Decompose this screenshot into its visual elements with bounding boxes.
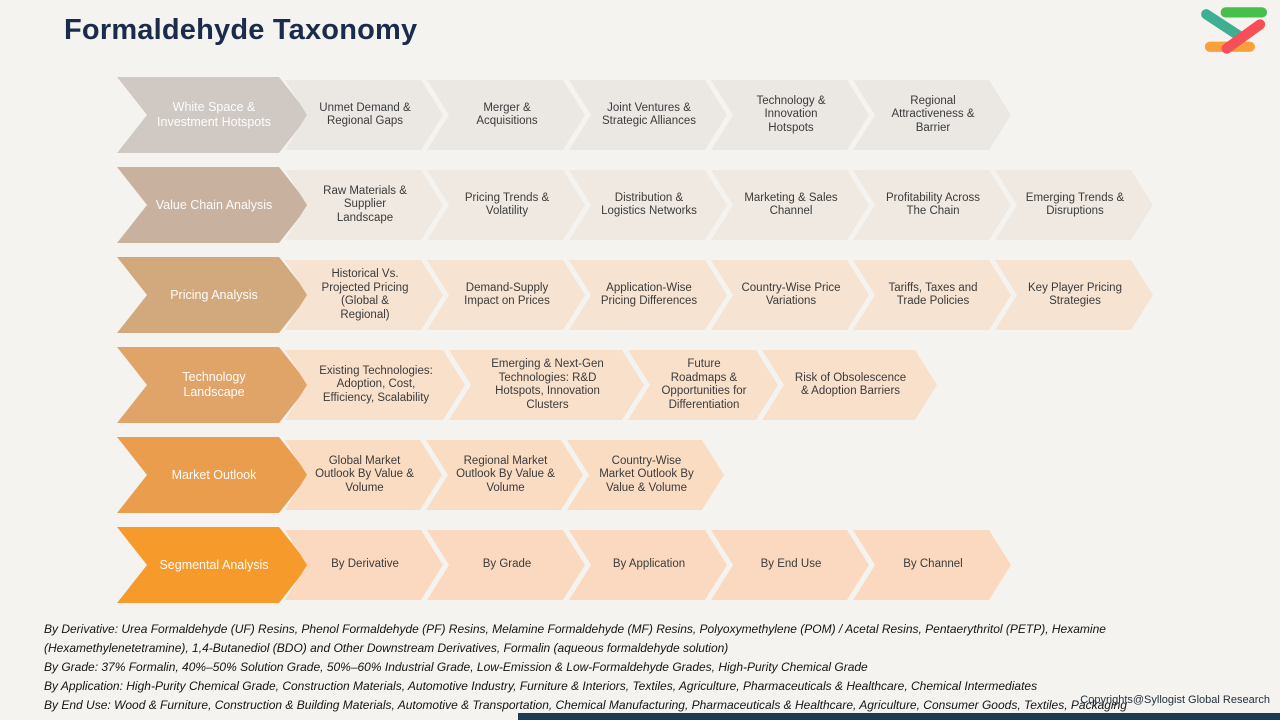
chevron-item-label: Existing Technologies: Adoption, Cost, E… <box>319 364 433 404</box>
row-header-market-outlook: Market Outlook <box>117 437 309 513</box>
row-header-white-space: White Space & Investment Hotspots <box>117 77 309 153</box>
chevron-item-label: Tariffs, Taxes and Trade Policies <box>888 281 978 307</box>
row-header-label: Pricing Analysis <box>170 287 258 302</box>
chevron-item-label: Unmet Demand & Regional Gaps <box>319 101 411 127</box>
chevron-item-label: Profitability Across The Chain <box>886 191 980 217</box>
chevron-item-label: Distribution & Logistics Networks <box>601 191 697 217</box>
chevron-item: Joint Ventures & Strategic Alliances <box>569 80 727 150</box>
footnote-by-grade: By Grade: 37% Formalin, 40%–50% Solution… <box>44 660 868 674</box>
chevron-item-label: By End Use <box>760 558 822 571</box>
segment-footnotes: By Derivative: Urea Formaldehyde (UF) Re… <box>44 620 1144 715</box>
chevron-item: Unmet Demand & Regional Gaps <box>285 80 443 150</box>
row-header-label: Technology Landscape <box>182 370 246 399</box>
chevron-item-label: By Channel <box>903 558 963 571</box>
chevron-item-label: By Grade <box>482 558 532 571</box>
row-header-pricing-analysis: Pricing Analysis <box>117 257 309 333</box>
chevron-item: By Application <box>569 530 727 600</box>
chevron-item-label: Risk of Obsolescence & Adoption Barriers <box>794 371 907 397</box>
chevron-item-label: Raw Materials & Supplier Landscape <box>323 184 407 224</box>
chevron-item-label: Historical Vs. Projected Pricing (Global… <box>321 268 409 321</box>
chevron-item: By Grade <box>427 530 585 600</box>
footnote-by-application: By Application: High-Purity Chemical Gra… <box>44 679 1038 693</box>
chevron-item: Technology & Innovation Hotspots <box>711 80 869 150</box>
chevron-item-label: By Application <box>612 558 686 571</box>
chevron-item: Future Roadmaps & Opportunities for Diff… <box>628 350 778 420</box>
chevron-item: Tariffs, Taxes and Trade Policies <box>853 260 1011 330</box>
chevron-item: Demand-Supply Impact on Prices <box>427 260 585 330</box>
bottom-accent-bar <box>518 713 1280 720</box>
row-header-label: Market Outlook <box>171 467 257 482</box>
page-title: Formaldehyde Taxonomy <box>64 14 418 46</box>
row-header-label: Segmental Analysis <box>159 557 269 572</box>
chevron-item-label: Country-Wise Market Outlook By Value & V… <box>599 454 694 494</box>
row-header-segmental-analysis: Segmental Analysis <box>117 527 309 603</box>
chevron-item-label: Regional Market Outlook By Value & Volum… <box>456 454 555 494</box>
footnote-by-end-use: By End Use: Wood & Furniture, Constructi… <box>44 698 1127 712</box>
chevron-item-label: Emerging Trends & Disruptions <box>1025 191 1125 217</box>
chevron-item-label: Global Market Outlook By Value & Volume <box>315 454 414 494</box>
chevron-item-label: Application-Wise Pricing Differences <box>600 281 698 307</box>
chevron-item: Pricing Trends & Volatility <box>427 170 585 240</box>
chevron-item-label: Future Roadmaps & Opportunities for Diff… <box>661 358 747 411</box>
chevron-item: Application-Wise Pricing Differences <box>569 260 727 330</box>
chevron-item: Country-Wise Price Variations <box>711 260 869 330</box>
row-header-technology-landscape: Technology Landscape <box>117 347 309 423</box>
chevron-item-label: Technology & Innovation Hotspots <box>756 94 826 134</box>
chevron-item: Existing Technologies: Adoption, Cost, E… <box>285 350 465 420</box>
chevron-item-label: Key Player Pricing Strategies <box>1028 281 1122 307</box>
chevron-item-label: Country-Wise Price Variations <box>741 281 841 307</box>
chevron-item-label: Merger & Acquisitions <box>476 101 538 127</box>
row-header-label: Value Chain Analysis <box>155 197 273 212</box>
chevron-item: Global Market Outlook By Value & Volume <box>285 440 442 510</box>
row-pricing-analysis: Pricing Analysis Historical Vs. Projecte… <box>117 257 1153 333</box>
footnote-by-derivative: By Derivative: Urea Formaldehyde (UF) Re… <box>44 622 1106 655</box>
row-segmental-analysis: Segmental Analysis By Derivative By Grad… <box>117 527 1153 603</box>
chevron-item-label: By Derivative <box>331 558 399 571</box>
chevron-item: Country-Wise Market Outlook By Value & V… <box>567 440 724 510</box>
row-value-chain: Value Chain Analysis Raw Materials & Sup… <box>117 167 1153 243</box>
chevron-item-label: Joint Ventures & Strategic Alliances <box>602 101 696 127</box>
chevron-item-label: Emerging & Next-Gen Technologies: R&D Ho… <box>491 358 604 411</box>
chevron-item-label: Regional Attractiveness & Barrier <box>891 94 975 134</box>
row-market-outlook: Market Outlook Global Market Outlook By … <box>117 437 1153 513</box>
chevron-item: Historical Vs. Projected Pricing (Global… <box>285 260 443 330</box>
company-logo-icon <box>1201 7 1268 54</box>
row-header-label: White Space & Investment Hotspots <box>157 100 271 129</box>
chevron-item-label: Demand-Supply Impact on Prices <box>464 281 550 307</box>
chevron-item: Regional Market Outlook By Value & Volum… <box>426 440 583 510</box>
chevron-item: By Channel <box>853 530 1011 600</box>
chevron-item: Risk of Obsolescence & Adoption Barriers <box>762 350 937 420</box>
chevron-item: By End Use <box>711 530 869 600</box>
chevron-item: Merger & Acquisitions <box>427 80 585 150</box>
chevron-item: By Derivative <box>285 530 443 600</box>
row-white-space: White Space & Investment Hotspots Unmet … <box>117 77 1153 153</box>
chevron-item-label: Marketing & Sales Channel <box>744 191 838 217</box>
copyright-text: Copyrights@Syllogist Global Research <box>1080 694 1270 706</box>
chevron-item: Raw Materials & Supplier Landscape <box>285 170 443 240</box>
chevron-item: Emerging Trends & Disruptions <box>995 170 1153 240</box>
row-technology-landscape: Technology Landscape Existing Technologi… <box>117 347 1153 423</box>
chevron-item: Distribution & Logistics Networks <box>569 170 727 240</box>
chevron-item: Regional Attractiveness & Barrier <box>853 80 1011 150</box>
chevron-item: Emerging & Next-Gen Technologies: R&D Ho… <box>449 350 644 420</box>
chevron-item-label: Pricing Trends & Volatility <box>464 191 550 217</box>
chevron-item: Marketing & Sales Channel <box>711 170 869 240</box>
row-header-value-chain: Value Chain Analysis <box>117 167 309 243</box>
taxonomy-rows: White Space & Investment Hotspots Unmet … <box>117 77 1153 617</box>
chevron-item: Profitability Across The Chain <box>853 170 1011 240</box>
chevron-item: Key Player Pricing Strategies <box>995 260 1153 330</box>
